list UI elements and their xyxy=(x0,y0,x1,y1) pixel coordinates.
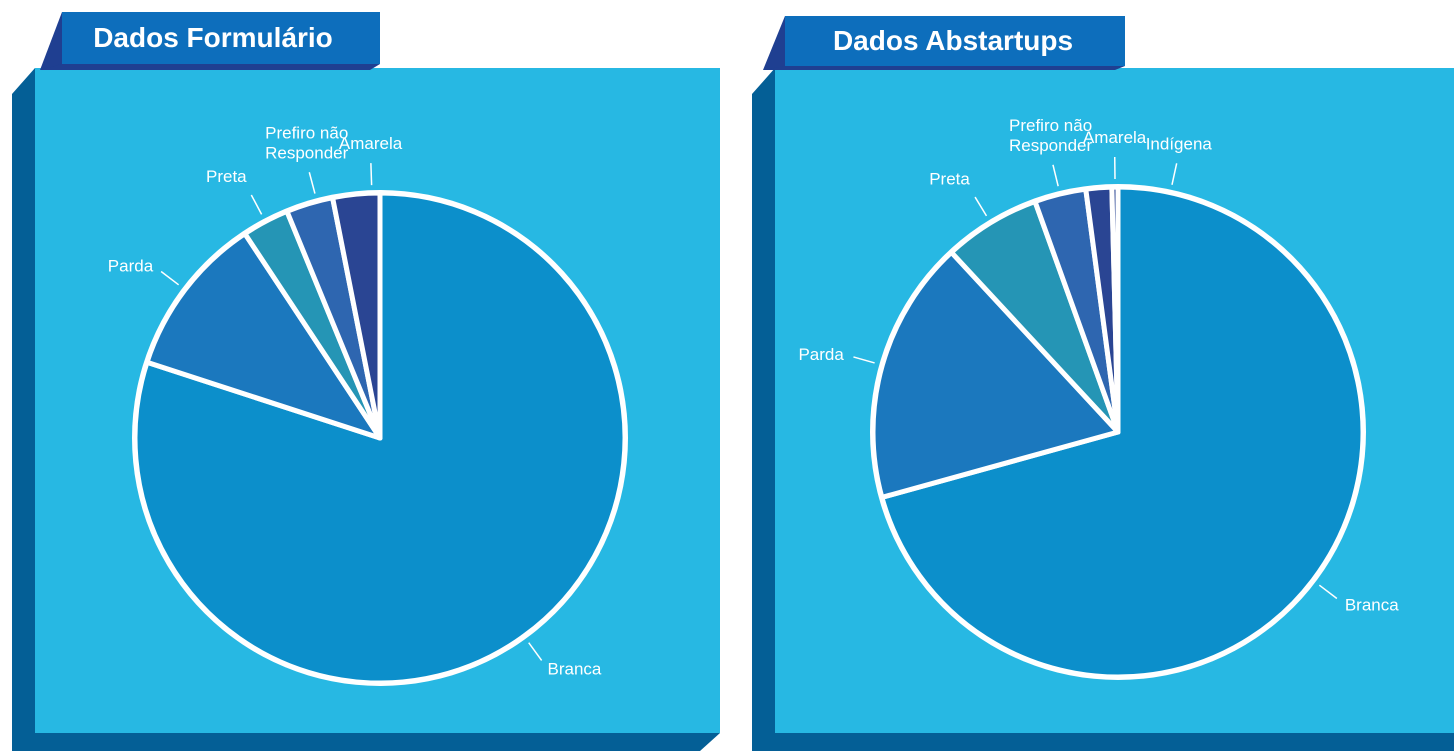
leader-line xyxy=(370,163,373,186)
tab xyxy=(785,16,1125,66)
slice-label: Branca xyxy=(548,660,602,679)
slice-label: Parda xyxy=(798,345,844,364)
slice-label: Prefiro não Responder xyxy=(1009,116,1093,155)
chart-title: Dados Abstartups xyxy=(833,25,1073,56)
leader-line xyxy=(1052,164,1059,187)
tab xyxy=(62,12,380,64)
leader-line xyxy=(853,356,875,364)
pie-slice xyxy=(144,231,383,441)
leader-line xyxy=(250,194,263,215)
slice-label: Preta xyxy=(206,167,247,186)
slice-label: Indígena xyxy=(1146,135,1213,154)
slice-label: Prefiro não Responder xyxy=(265,124,349,163)
pie-slice xyxy=(132,190,628,686)
slice-label: Amarela xyxy=(1083,128,1147,147)
leader-line xyxy=(160,270,180,286)
leader-line xyxy=(1318,584,1338,600)
tab-side xyxy=(763,16,785,70)
pie-slice xyxy=(330,190,383,441)
tab-bottom xyxy=(763,66,1125,70)
slice-label: Amarela xyxy=(339,134,403,153)
pie-slice xyxy=(870,249,1121,500)
leader-line xyxy=(974,196,988,217)
tab-bottom xyxy=(40,64,380,70)
leader-line xyxy=(528,642,543,661)
leader-line xyxy=(308,172,316,194)
slice-label: Parda xyxy=(108,256,154,275)
pie-slice xyxy=(1109,184,1121,435)
slice-label: Branca xyxy=(1345,596,1399,615)
pie-slice xyxy=(879,184,1366,680)
chart-title: Dados Formulário xyxy=(93,22,333,53)
leader-line xyxy=(1171,163,1178,185)
slice-label: Preta xyxy=(929,170,970,189)
tab-side xyxy=(40,12,62,70)
